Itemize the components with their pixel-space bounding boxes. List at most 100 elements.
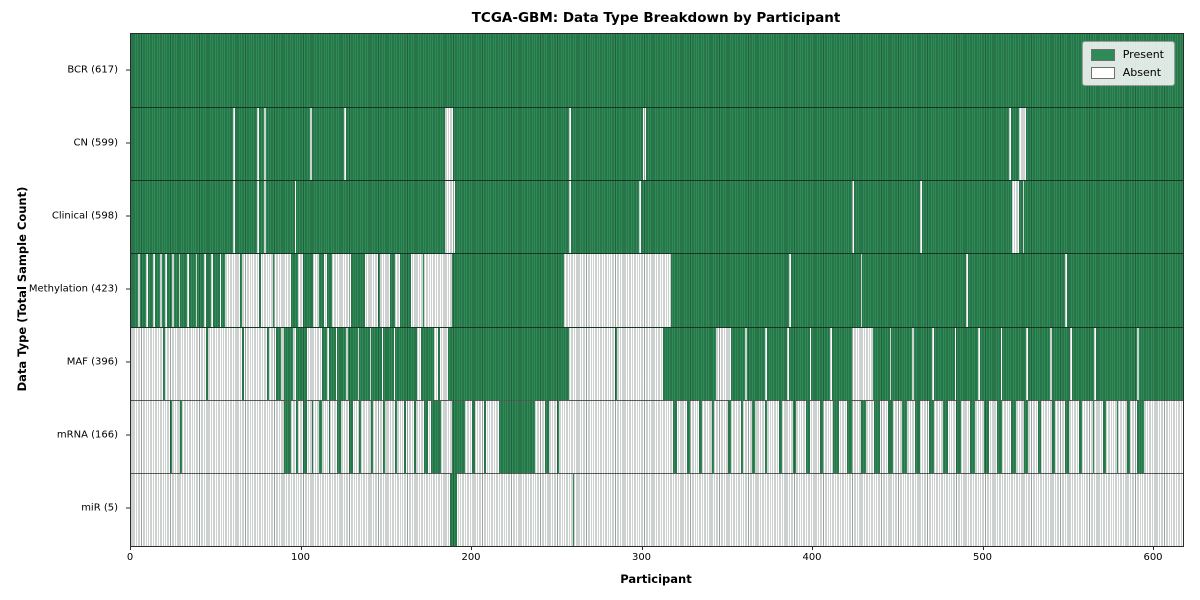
heatmap-run	[310, 108, 312, 181]
heatmap-run	[616, 327, 663, 400]
heatmap-run	[243, 327, 268, 400]
heatmap-run	[337, 400, 341, 473]
heatmap-run	[414, 400, 416, 473]
heatmap-run	[211, 254, 213, 327]
x-tick-mark	[471, 546, 472, 550]
heatmap-run	[281, 327, 285, 400]
legend-label-present: Present	[1122, 48, 1164, 61]
heatmap-run	[294, 181, 297, 254]
heatmap-run	[978, 327, 981, 400]
heatmap-run	[1065, 254, 1068, 327]
heatmap-run	[911, 327, 914, 400]
heatmap-run	[439, 327, 449, 400]
heatmap-run	[765, 400, 767, 473]
legend-item-absent: Absent	[1090, 66, 1164, 79]
heatmap-run	[956, 400, 962, 473]
heatmap-run	[1026, 327, 1028, 400]
heatmap-run	[472, 400, 476, 473]
heatmap-run	[332, 254, 351, 327]
heatmap-run	[499, 400, 536, 473]
heatmap-run	[727, 400, 732, 473]
heatmap-run	[359, 400, 362, 473]
heatmap-run	[954, 327, 957, 400]
heatmap-run	[673, 400, 677, 473]
y-tick-mark	[126, 434, 130, 436]
heatmap-run	[195, 254, 198, 327]
heatmap-run	[383, 400, 386, 473]
legend-item-present: Present	[1090, 48, 1164, 61]
heatmap-run	[296, 400, 299, 473]
heatmap-run	[1038, 400, 1042, 473]
legend-label-absent: Absent	[1122, 66, 1162, 79]
heatmap-run	[833, 400, 839, 473]
heatmap-run	[888, 400, 894, 473]
heatmap-run	[932, 327, 935, 400]
heatmap-run	[852, 181, 854, 254]
heatmap-run	[131, 327, 164, 400]
heatmap-run	[313, 254, 319, 327]
present-swatch	[1090, 48, 1115, 61]
heatmap-run	[381, 327, 384, 400]
x-tick-mark	[300, 546, 302, 550]
heatmap-run	[969, 400, 975, 473]
heatmap-run	[545, 400, 549, 473]
absent-swatch	[1090, 66, 1115, 79]
heatmap-run	[809, 327, 812, 400]
heatmap-run	[345, 327, 348, 400]
heatmap-run	[1050, 327, 1052, 400]
heatmap-run	[395, 400, 397, 473]
heatmap-run	[298, 254, 304, 327]
y-tick-label: Methylation (423)	[28, 283, 118, 295]
x-tick-label: 100	[290, 552, 311, 563]
heatmap-run	[1126, 400, 1131, 473]
heatmap-run	[306, 327, 322, 400]
heatmap-run	[778, 400, 783, 473]
heatmap-run	[159, 254, 162, 327]
heatmap-run	[819, 400, 824, 473]
heatmap-run	[417, 327, 421, 400]
heatmap-run	[434, 327, 438, 400]
heatmap-run	[431, 400, 442, 473]
x-tick-mark	[982, 546, 984, 550]
heatmap-run	[153, 254, 155, 327]
heatmap-row-mir	[131, 472, 1183, 546]
heatmap-run	[180, 400, 183, 473]
heatmap-run	[642, 108, 646, 181]
heatmap-run	[1065, 400, 1069, 473]
heatmap-run	[997, 400, 1003, 473]
heatmap-run	[219, 254, 222, 327]
heatmap-run	[263, 108, 266, 181]
heatmap-run	[171, 254, 174, 327]
heatmap-run	[224, 254, 241, 327]
heatmap-run	[395, 254, 401, 327]
y-tick-mark	[126, 215, 130, 217]
heatmap-run	[639, 181, 641, 254]
heatmap-run	[257, 108, 259, 181]
heatmap-run	[1012, 181, 1020, 254]
heatmap-run	[741, 400, 744, 473]
heatmap-run	[187, 254, 189, 327]
heatmap-run	[165, 327, 206, 400]
heatmap-run	[170, 400, 172, 473]
heatmap-run	[233, 108, 235, 181]
heatmap-run	[369, 327, 372, 400]
heatmap-run	[787, 327, 790, 400]
heatmap-run	[915, 400, 921, 473]
y-tick-label: miR (5)	[81, 502, 118, 514]
heatmap-run	[966, 254, 969, 327]
heatmap-run	[712, 400, 715, 473]
heatmap-run	[572, 473, 575, 546]
heatmap-run	[852, 327, 873, 400]
heatmap-run	[233, 181, 235, 254]
heatmap-run	[241, 254, 259, 327]
heatmap-run	[410, 254, 423, 327]
heatmap-run	[444, 181, 455, 254]
x-tick-label: 400	[802, 552, 822, 563]
heatmap-run	[146, 254, 149, 327]
chart-title: TCGA-GBM: Data Type Breakdown by Partici…	[471, 10, 841, 26]
x-axis-title: Participant	[620, 572, 692, 586]
legend: Present Absent	[1081, 41, 1175, 86]
heatmap-run	[303, 400, 307, 473]
heatmap-run	[178, 254, 181, 327]
heatmap-run	[1000, 327, 1003, 400]
